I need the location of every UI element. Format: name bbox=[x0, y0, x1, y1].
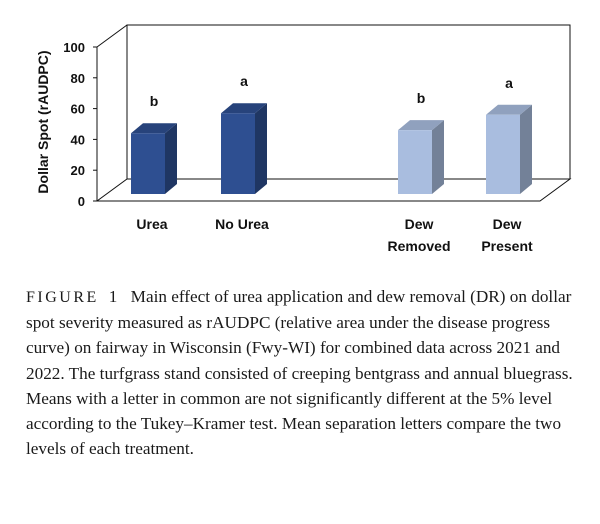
bar-front bbox=[486, 114, 520, 194]
bar-side bbox=[432, 120, 444, 194]
bar-chart: 0 20 40 60 80 100 Dollar Spot (rAUDPC) b a b a U… bbox=[35, 24, 572, 254]
figure-label: FIGURE bbox=[26, 289, 99, 306]
y-axis: 0 20 40 60 80 100 bbox=[63, 40, 98, 209]
mean-separation-letters: b a b a bbox=[150, 73, 513, 109]
x-tick-label: No Urea bbox=[215, 216, 269, 232]
bar-side bbox=[255, 103, 267, 194]
chart-3d-frame bbox=[95, 24, 572, 202]
bar bbox=[486, 104, 532, 194]
bar-front bbox=[398, 130, 432, 194]
bar-front bbox=[131, 133, 165, 194]
bar bbox=[221, 103, 267, 194]
significance-letter: b bbox=[150, 93, 159, 109]
y-tick-label: 100 bbox=[63, 40, 85, 55]
bar-front bbox=[221, 113, 255, 194]
significance-letter: a bbox=[505, 75, 513, 91]
floor bbox=[95, 178, 572, 202]
bar bbox=[131, 123, 177, 194]
bar bbox=[398, 120, 444, 194]
significance-letter: b bbox=[417, 90, 426, 106]
figure-caption: FIGURE 1 Main effect of urea application … bbox=[26, 284, 582, 461]
bar-top bbox=[131, 123, 177, 134]
y-tick-label: 80 bbox=[71, 71, 85, 86]
y-tick-label: 20 bbox=[71, 163, 85, 178]
x-tick-label: Urea bbox=[136, 216, 167, 232]
figure-number: 1 bbox=[108, 287, 119, 306]
x-tick-label: Dew bbox=[493, 216, 522, 232]
y-axis-label: Dollar Spot (rAUDPC) bbox=[35, 50, 51, 193]
y-tick-label: 0 bbox=[78, 194, 85, 209]
x-axis-labels: Urea No Urea Dew Removed Dew Present bbox=[136, 216, 533, 254]
bar-top bbox=[398, 120, 444, 131]
bar-top bbox=[486, 104, 532, 115]
x-tick-label: Dew bbox=[405, 216, 434, 232]
caption-text: Main effect of urea application and dew … bbox=[26, 287, 573, 459]
y-tick-label: 60 bbox=[71, 102, 85, 117]
bars bbox=[131, 103, 532, 194]
y-tick-label: 40 bbox=[71, 132, 85, 147]
bar-side bbox=[520, 104, 532, 194]
top-edge bbox=[96, 24, 128, 48]
bar-top bbox=[221, 103, 267, 114]
back-wall bbox=[126, 24, 571, 179]
bar-side bbox=[165, 123, 177, 194]
x-tick-label: Present bbox=[481, 238, 533, 254]
x-tick-label: Removed bbox=[387, 238, 450, 254]
significance-letter: a bbox=[240, 73, 248, 89]
